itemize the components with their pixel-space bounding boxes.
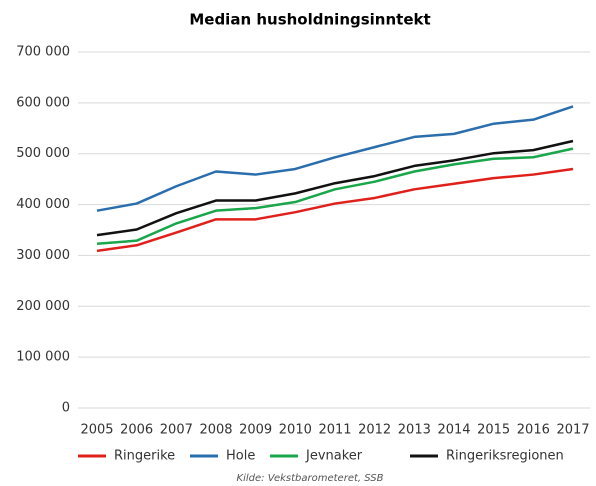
y-tick-label: 0: [62, 401, 70, 416]
chart-title: Median husholdningsinntekt: [189, 11, 430, 29]
x-tick-label: 2005: [80, 423, 113, 438]
y-tick-label: 500 000: [16, 146, 70, 161]
x-tick-label: 2014: [437, 423, 470, 438]
y-tick-label: 200 000: [16, 299, 70, 314]
legend-label: Jevnaker: [305, 449, 363, 464]
x-tick-label: 2011: [318, 423, 351, 438]
x-tick-label: 2015: [477, 423, 510, 438]
legend-label: Hole: [226, 449, 255, 464]
x-tick-label: 2017: [556, 423, 589, 438]
x-tick-label: 2007: [160, 423, 193, 438]
y-tick-label: 400 000: [16, 197, 70, 212]
x-tick-label: 2013: [398, 423, 431, 438]
x-tick-label: 2012: [358, 423, 391, 438]
x-tick-label: 2009: [239, 423, 272, 438]
y-tick-label: 100 000: [16, 350, 70, 365]
y-tick-label: 300 000: [16, 248, 70, 263]
legend-label: Ringerike: [114, 449, 175, 464]
legend-label: Ringeriksregionen: [446, 449, 564, 464]
series-line: [96, 147, 574, 245]
x-tick-label: 2006: [120, 423, 153, 438]
source-note: Kilde: Vekstbarometeret, SSB: [237, 473, 384, 484]
series-line: [96, 167, 574, 253]
y-tick-label: 700 000: [16, 45, 70, 60]
series-line: [96, 105, 574, 212]
series-line: [96, 139, 574, 237]
y-tick-label: 600 000: [16, 95, 70, 110]
x-tick-label: 2016: [517, 423, 550, 438]
x-tick-label: 2008: [199, 423, 232, 438]
x-tick-label: 2010: [279, 423, 312, 438]
